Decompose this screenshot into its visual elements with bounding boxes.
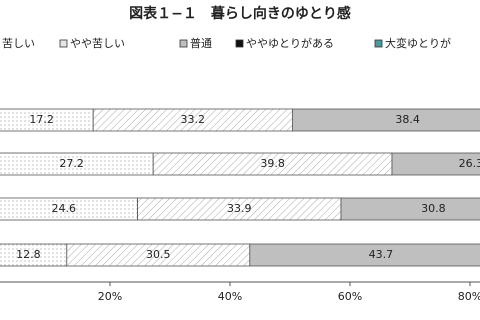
bar-segment bbox=[340, 197, 480, 221]
legend-marker bbox=[179, 39, 188, 48]
x-tick-label: 40% bbox=[218, 290, 242, 303]
legend-label: やや苦しい bbox=[70, 37, 125, 50]
data-label: 30.8 bbox=[421, 202, 446, 215]
chart-title: 図表１−１ 暮らし向きのゆとり感 bbox=[129, 5, 351, 22]
bar-segment bbox=[249, 243, 480, 267]
data-label: 17.2 bbox=[29, 113, 54, 126]
legend-label: 大変ゆとりが bbox=[385, 36, 451, 50]
legend-label: ややゆとりがある bbox=[246, 36, 334, 50]
data-label: 27.2 bbox=[59, 157, 84, 170]
data-label: 30.5 bbox=[146, 248, 171, 261]
bar-segment bbox=[391, 152, 480, 176]
legend-label: 普通 bbox=[190, 36, 212, 50]
x-tick-label: 60% bbox=[338, 290, 362, 303]
data-label: 38.4 bbox=[395, 113, 420, 126]
data-label: 26.3 bbox=[459, 157, 480, 170]
legend-marker bbox=[59, 39, 68, 48]
x-tick-label: 20% bbox=[98, 290, 122, 303]
data-label: 12.8 bbox=[16, 248, 41, 261]
data-label: 43.7 bbox=[369, 248, 394, 261]
data-label: 39.8 bbox=[260, 157, 285, 170]
x-tick-label: 80% bbox=[458, 290, 480, 303]
legend-marker bbox=[235, 39, 244, 48]
legend-label: 苦しい bbox=[2, 37, 35, 50]
data-label: 24.6 bbox=[52, 202, 77, 215]
legend-marker bbox=[374, 39, 383, 48]
bar-segment bbox=[291, 108, 480, 132]
data-label: 33.9 bbox=[227, 202, 252, 215]
data-label: 33.2 bbox=[181, 113, 206, 126]
